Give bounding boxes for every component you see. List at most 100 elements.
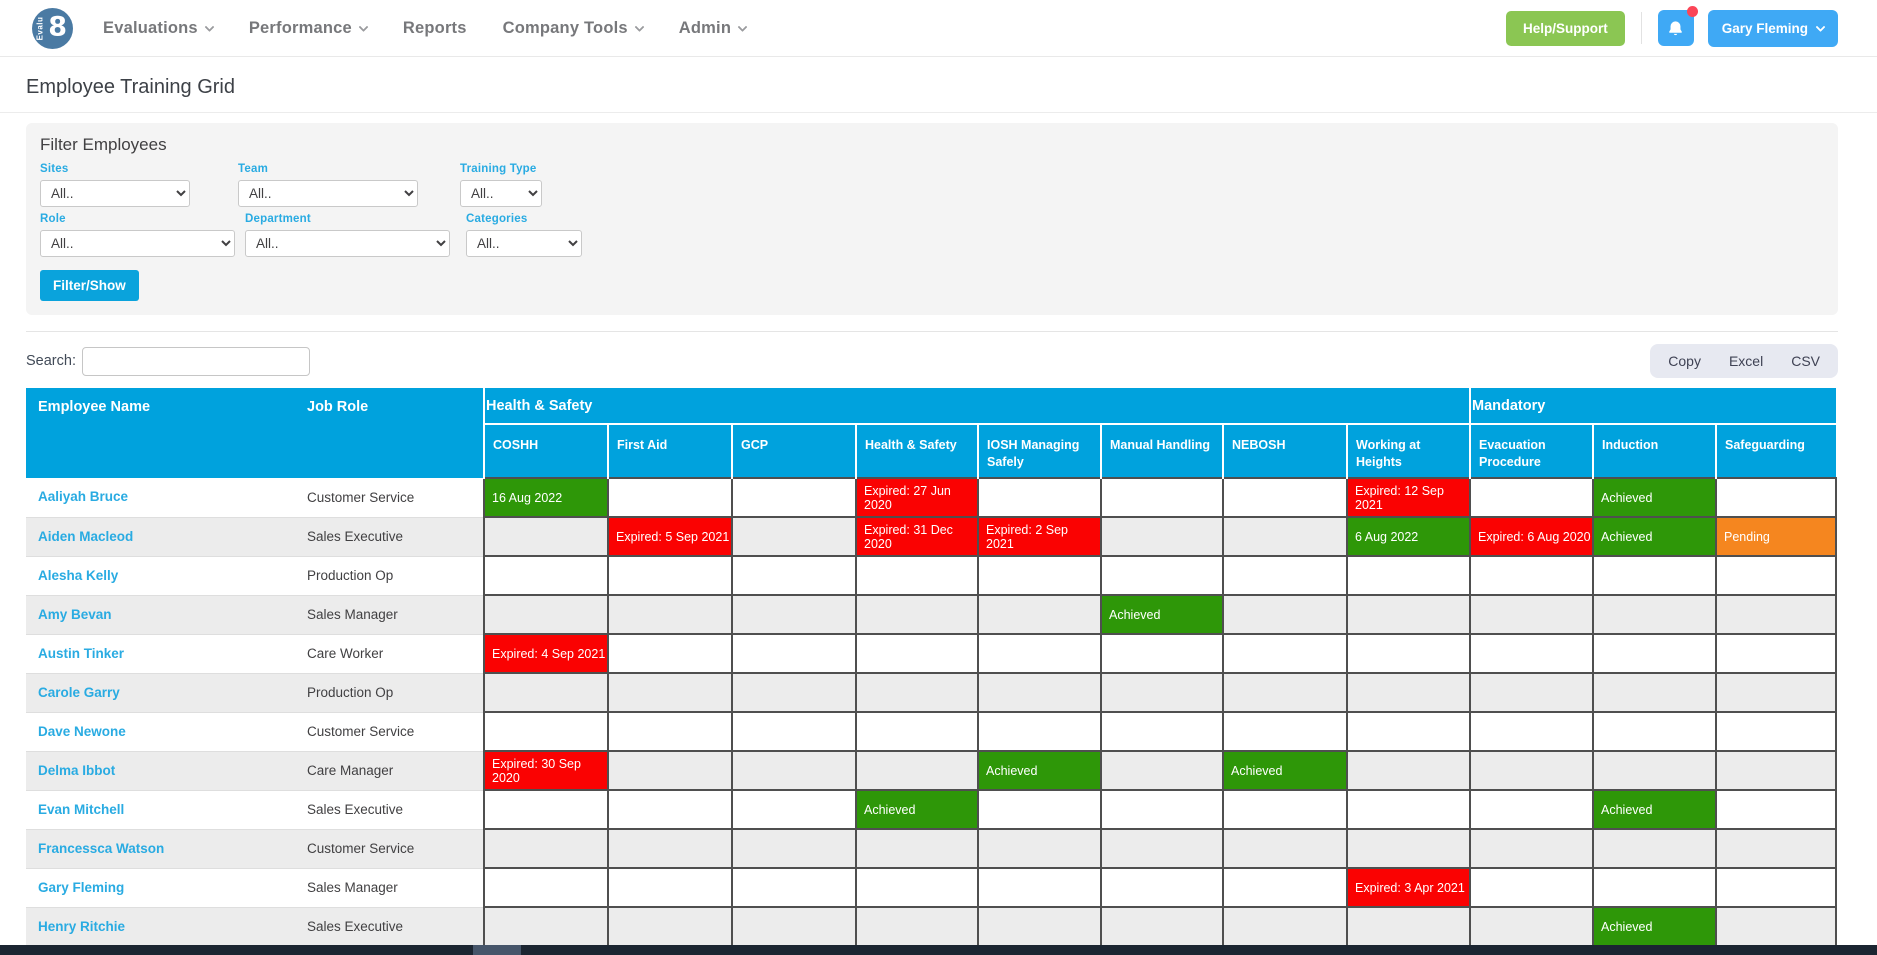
employee-name-cell: Aaliyah Bruce bbox=[26, 478, 287, 518]
employee-name-link[interactable]: Alesha Kelly bbox=[38, 567, 119, 583]
training-cell-evacuation-procedure bbox=[1469, 789, 1594, 830]
csv-export-button[interactable]: CSV bbox=[1791, 353, 1820, 369]
training-cell-induction: Achieved bbox=[1592, 789, 1717, 830]
nav-item-evaluations[interactable]: Evaluations bbox=[103, 19, 215, 38]
training-cell-safeguarding bbox=[1714, 789, 1838, 830]
employee-name-cell: Evan Mitchell bbox=[26, 790, 287, 830]
chevron-down-icon bbox=[737, 21, 748, 32]
training-cell-manual-handling bbox=[1100, 555, 1224, 596]
training-cell-coshh bbox=[483, 828, 609, 869]
training-cell-working-at-heights bbox=[1346, 828, 1471, 869]
training-cell-coshh: Expired: 30 Sep 2020 bbox=[483, 750, 609, 791]
filter-field-training-type: Training Type All.. bbox=[460, 163, 542, 207]
training-cell-coshh bbox=[483, 672, 609, 713]
chevron-down-icon bbox=[204, 21, 215, 32]
employee-name-link[interactable]: Aiden Macleod bbox=[38, 528, 134, 544]
training-cell-first-aid bbox=[607, 906, 733, 947]
training-cell-health-and-safety: Achieved bbox=[855, 789, 979, 830]
col-header-first-aid: First Aid bbox=[607, 424, 732, 478]
employee-name-cell: Francessca Watson bbox=[26, 829, 287, 869]
export-button-group: Copy Excel CSV bbox=[1650, 344, 1838, 378]
employee-name-link[interactable]: Amy Bevan bbox=[38, 606, 112, 622]
employee-name-link[interactable]: Dave Newone bbox=[38, 723, 126, 739]
evalu8-logo[interactable]: Evalu 8 bbox=[32, 7, 73, 49]
training-cell-induction bbox=[1592, 750, 1717, 791]
filter-field-department: Department All.. bbox=[245, 213, 450, 257]
nav-item-admin[interactable]: Admin bbox=[679, 19, 748, 38]
section-divider bbox=[26, 331, 1838, 332]
training-cell-nebosh bbox=[1222, 555, 1348, 596]
training-cell-evacuation-procedure bbox=[1469, 672, 1594, 713]
bottom-bar bbox=[0, 945, 1877, 955]
sites-select[interactable]: All.. bbox=[40, 180, 190, 207]
categories-select[interactable]: All.. bbox=[466, 230, 582, 257]
employee-name-cell: Alesha Kelly bbox=[26, 556, 287, 596]
job-role-cell: Sales Executive bbox=[287, 907, 484, 947]
department-select[interactable]: All.. bbox=[245, 230, 450, 257]
scrollbar-thumb[interactable] bbox=[473, 945, 521, 955]
filter-label: Department bbox=[245, 213, 311, 225]
search-input[interactable] bbox=[81, 346, 310, 376]
employee-name-link[interactable]: Carole Garry bbox=[38, 684, 120, 700]
search-label: Search: bbox=[26, 353, 76, 369]
employee-name-link[interactable]: Evan Mitchell bbox=[38, 801, 125, 817]
notifications-button[interactable] bbox=[1657, 6, 1698, 46]
col-header-coshh: COSHH bbox=[483, 424, 608, 478]
user-menu-button[interactable]: Gary Fleming bbox=[1707, 9, 1838, 47]
training-cell-coshh bbox=[483, 555, 609, 596]
employee-row: Alesha Kelly Production Op bbox=[26, 555, 1838, 596]
role-select[interactable]: All.. bbox=[40, 230, 235, 257]
nav-item-company-tools[interactable]: Company Tools bbox=[502, 18, 645, 38]
notification-badge bbox=[1686, 6, 1698, 17]
training-cell-evacuation-procedure bbox=[1469, 750, 1594, 791]
header-divider bbox=[1640, 12, 1642, 44]
filter-field-categories: Categories All.. bbox=[466, 213, 582, 257]
training-cell-safeguarding bbox=[1714, 828, 1838, 869]
help-support-button[interactable]: Help/Support bbox=[1505, 10, 1625, 46]
nav-item-label: Company Tools bbox=[502, 18, 628, 37]
training-cell-manual-handling: Achieved bbox=[1100, 594, 1224, 635]
training-cell-iosh-managing-safely bbox=[977, 477, 1102, 518]
training-cell-nebosh bbox=[1222, 867, 1348, 908]
training-grid-table: Employee Name Job Role Health & Safety Mand… bbox=[26, 388, 1838, 947]
training-cell-manual-handling bbox=[1100, 711, 1224, 752]
employee-row: Evan Mitchell Sales Executive Achieved Achi… bbox=[26, 789, 1838, 830]
filter-show-button[interactable]: Filter/Show bbox=[40, 270, 139, 301]
job-role-cell: Sales Executive bbox=[287, 517, 484, 557]
training-cell-working-at-heights bbox=[1346, 711, 1471, 752]
training-cell-induction bbox=[1592, 594, 1717, 635]
employee-name-link[interactable]: Gary Fleming bbox=[38, 879, 125, 895]
employee-row: Francessca Watson Customer Service bbox=[26, 828, 1838, 869]
employee-name-link[interactable]: Delma Ibbot bbox=[38, 762, 116, 778]
training-cell-induction bbox=[1592, 672, 1717, 713]
job-role-cell: Customer Service bbox=[287, 829, 484, 869]
copy-export-button[interactable]: Copy bbox=[1668, 353, 1701, 369]
employee-name-link[interactable]: Aaliyah Bruce bbox=[38, 489, 129, 505]
training-cell-first-aid bbox=[607, 789, 733, 830]
employee-name-link[interactable]: Francessca Watson bbox=[38, 840, 165, 856]
nav-item-reports[interactable]: Reports bbox=[403, 19, 467, 38]
employee-name-link[interactable]: Austin Tinker bbox=[38, 645, 125, 661]
training-cell-nebosh: Achieved bbox=[1222, 750, 1348, 791]
nav-item-performance[interactable]: Performance bbox=[249, 19, 369, 38]
training-cell-coshh bbox=[483, 711, 609, 752]
logo-number: 8 bbox=[48, 11, 67, 43]
training-cell-iosh-managing-safely bbox=[977, 555, 1102, 596]
chevron-down-icon bbox=[634, 21, 645, 32]
training-cell-health-and-safety bbox=[855, 711, 979, 752]
training-cell-nebosh bbox=[1222, 672, 1348, 713]
training-cell-health-and-safety bbox=[855, 906, 979, 947]
training-cell-nebosh bbox=[1222, 477, 1348, 518]
training-cell-coshh bbox=[483, 867, 609, 908]
training-cell-nebosh bbox=[1222, 906, 1348, 947]
training-cell-induction bbox=[1592, 867, 1717, 908]
training-cell-first-aid bbox=[607, 711, 733, 752]
employee-name-link[interactable]: Henry Ritchie bbox=[38, 918, 126, 934]
training-cell-iosh-managing-safely bbox=[977, 828, 1102, 869]
excel-export-button[interactable]: Excel bbox=[1728, 353, 1764, 369]
filter-label: Sites bbox=[40, 163, 69, 175]
training-type-select[interactable]: All.. bbox=[460, 180, 542, 207]
team-select[interactable]: All.. bbox=[238, 180, 418, 207]
job-role-cell: Customer Service bbox=[287, 712, 484, 752]
training-cell-manual-handling bbox=[1100, 516, 1224, 557]
